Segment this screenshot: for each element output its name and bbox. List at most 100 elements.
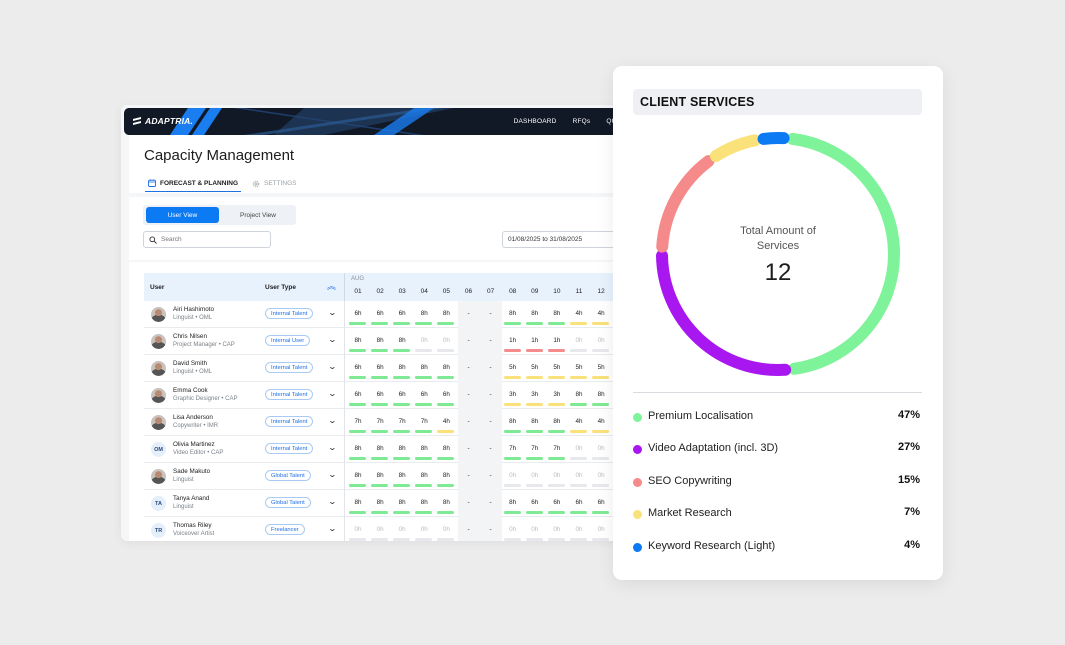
capacity-cell[interactable]: 7h: [524, 436, 546, 463]
expand-chevron-icon[interactable]: ⌄: [327, 497, 338, 506]
capacity-cell[interactable]: 8h: [435, 301, 457, 328]
expand-chevron-icon[interactable]: ⌄: [327, 524, 338, 533]
capacity-cell[interactable]: 0h: [369, 517, 391, 541]
tab-forecast-planning[interactable]: FORECAST & PLANNING: [145, 179, 241, 192]
capacity-cell[interactable]: -: [479, 490, 502, 517]
capacity-cell[interactable]: 6h: [435, 382, 457, 409]
nav-dashboard[interactable]: DASHBOARD: [513, 118, 557, 125]
capacity-cell[interactable]: 6h: [413, 382, 435, 409]
capacity-cell[interactable]: -: [479, 436, 502, 463]
capacity-cell[interactable]: 0h: [546, 517, 568, 541]
date-range-picker[interactable]: 01/08/2025 to 31/08/2025: [502, 231, 641, 248]
capacity-cell[interactable]: 7h: [502, 436, 524, 463]
capacity-cell[interactable]: 0h: [568, 328, 590, 355]
donut-slice-video-adaptation-incl-3d[interactable]: [656, 249, 792, 376]
capacity-cell[interactable]: 6h: [347, 355, 369, 382]
capacity-cell[interactable]: 8h: [524, 409, 546, 436]
capacity-cell[interactable]: 1h: [524, 328, 546, 355]
capacity-cell[interactable]: 0h: [391, 517, 413, 541]
capacity-cell[interactable]: 0h: [546, 463, 568, 490]
capacity-cell[interactable]: -: [479, 409, 502, 436]
expand-chevron-icon[interactable]: ⌄: [327, 335, 338, 344]
capacity-cell[interactable]: 8h: [369, 328, 391, 355]
capacity-cell[interactable]: 4h: [568, 409, 590, 436]
capacity-cell[interactable]: 6h: [347, 382, 369, 409]
capacity-cell[interactable]: -: [479, 328, 502, 355]
capacity-cell[interactable]: 0h: [435, 328, 457, 355]
capacity-cell[interactable]: 0h: [502, 517, 524, 541]
capacity-cell[interactable]: 8h: [435, 490, 457, 517]
capacity-cell[interactable]: 6h: [347, 301, 369, 328]
capacity-cell[interactable]: 3h: [546, 382, 568, 409]
capacity-cell[interactable]: 8h: [369, 490, 391, 517]
capacity-cell[interactable]: 4h: [435, 409, 457, 436]
capacity-cell[interactable]: 8h: [568, 382, 590, 409]
capacity-cell[interactable]: 8h: [502, 301, 524, 328]
capacity-cell[interactable]: 8h: [391, 463, 413, 490]
search-input[interactable]: [161, 236, 261, 243]
capacity-cell[interactable]: 6h: [369, 301, 391, 328]
capacity-cell[interactable]: 3h: [524, 382, 546, 409]
capacity-cell[interactable]: 8h: [413, 355, 435, 382]
expand-chevron-icon[interactable]: ⌄: [327, 443, 338, 452]
capacity-cell[interactable]: 8h: [347, 490, 369, 517]
table-row[interactable]: David Smith Linguist • OML Internal Talent…: [144, 355, 641, 382]
capacity-cell[interactable]: 4h: [590, 301, 612, 328]
capacity-cell[interactable]: -: [457, 301, 480, 328]
capacity-cell[interactable]: 4h: [568, 301, 590, 328]
capacity-cell[interactable]: 5h: [502, 355, 524, 382]
capacity-cell[interactable]: 8h: [590, 382, 612, 409]
capacity-cell[interactable]: 1h: [502, 328, 524, 355]
capacity-cell[interactable]: 8h: [391, 436, 413, 463]
project-view-button[interactable]: Project View: [239, 211, 276, 219]
capacity-cell[interactable]: -: [479, 355, 502, 382]
tab-settings[interactable]: SETTINGS: [249, 179, 300, 192]
capacity-cell[interactable]: 8h: [413, 301, 435, 328]
table-row[interactable]: Airi Hashimoto Linguist • OML Internal Tal…: [144, 301, 641, 328]
user-view-button[interactable]: User View: [146, 207, 219, 223]
capacity-cell[interactable]: -: [457, 382, 480, 409]
capacity-cell[interactable]: 8h: [435, 355, 457, 382]
expand-chevron-icon[interactable]: ⌄: [327, 308, 338, 317]
capacity-cell[interactable]: 0h: [413, 328, 435, 355]
capacity-cell[interactable]: -: [479, 463, 502, 490]
capacity-cell[interactable]: 0h: [413, 517, 435, 541]
donut-slice-premium-localisation[interactable]: [786, 132, 900, 375]
capacity-cell[interactable]: 8h: [347, 328, 369, 355]
capacity-cell[interactable]: 6h: [546, 490, 568, 517]
capacity-cell[interactable]: 0h: [524, 517, 546, 541]
capacity-cell[interactable]: 0h: [590, 328, 612, 355]
capacity-cell[interactable]: 8h: [347, 436, 369, 463]
capacity-cell[interactable]: 0h: [502, 463, 524, 490]
capacity-cell[interactable]: -: [457, 517, 480, 541]
capacity-cell[interactable]: 8h: [369, 463, 391, 490]
capacity-cell[interactable]: 0h: [347, 517, 369, 541]
donut-slice-seo-copywriting[interactable]: [656, 155, 715, 253]
capacity-cell[interactable]: 7h: [347, 409, 369, 436]
capacity-cell[interactable]: 5h: [524, 355, 546, 382]
capacity-cell[interactable]: 6h: [369, 355, 391, 382]
capacity-cell[interactable]: 5h: [546, 355, 568, 382]
capacity-cell[interactable]: -: [457, 436, 480, 463]
expand-chevron-icon[interactable]: ⌄: [327, 416, 338, 425]
capacity-cell[interactable]: 3h: [502, 382, 524, 409]
donut-slice-keyword-research-light[interactable]: [757, 132, 790, 145]
expand-chevron-icon[interactable]: ⌄: [327, 470, 338, 479]
capacity-cell[interactable]: 6h: [524, 490, 546, 517]
capacity-cell[interactable]: 8h: [347, 463, 369, 490]
capacity-cell[interactable]: 6h: [590, 490, 612, 517]
collapse-all-icon[interactable]: ︽: [327, 281, 337, 291]
table-row[interactable]: OM Olivia Martinez Video Editor • CAP Inter…: [144, 436, 641, 463]
capacity-cell[interactable]: -: [457, 463, 480, 490]
expand-chevron-icon[interactable]: ⌄: [327, 362, 338, 371]
donut-slice-market-research[interactable]: [709, 134, 761, 163]
capacity-cell[interactable]: -: [479, 517, 502, 541]
capacity-cell[interactable]: -: [457, 490, 480, 517]
capacity-cell[interactable]: 8h: [391, 355, 413, 382]
capacity-cell[interactable]: 0h: [568, 463, 590, 490]
table-row[interactable]: Lisa Anderson Copywriter • IMR Internal Ta…: [144, 409, 641, 436]
capacity-cell[interactable]: 8h: [546, 301, 568, 328]
col-header-user-type[interactable]: User Type: [265, 284, 296, 291]
capacity-cell[interactable]: 7h: [369, 409, 391, 436]
search-box[interactable]: [143, 231, 271, 248]
